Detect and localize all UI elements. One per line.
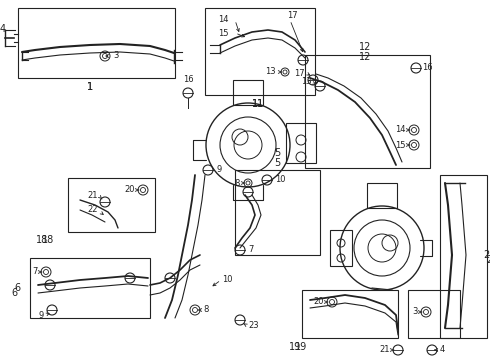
Text: 5: 5 (274, 148, 280, 158)
Text: 15: 15 (395, 140, 406, 149)
Text: 15: 15 (218, 28, 228, 37)
Bar (367, 183, 397, 208)
Text: 16: 16 (422, 63, 433, 72)
Text: 10: 10 (275, 175, 286, 184)
Bar (18, 8, 175, 78)
Text: 4: 4 (0, 24, 6, 34)
Text: 10: 10 (222, 275, 232, 284)
Text: 2: 2 (486, 255, 490, 265)
Bar (302, 290, 398, 338)
Text: 20: 20 (314, 297, 324, 306)
Text: 5: 5 (274, 158, 280, 168)
Text: 7: 7 (248, 246, 253, 255)
Text: 13: 13 (266, 68, 276, 77)
Text: 14: 14 (395, 126, 406, 135)
Bar (440, 175, 487, 338)
Bar (235, 170, 320, 255)
Text: 12: 12 (359, 52, 371, 62)
Text: 21: 21 (379, 346, 390, 355)
Text: 9: 9 (39, 311, 44, 320)
Bar (205, 8, 315, 95)
Bar (233, 80, 263, 105)
Text: 4: 4 (440, 346, 445, 355)
Text: 3: 3 (113, 51, 119, 60)
Text: 2: 2 (483, 250, 489, 260)
Text: 19: 19 (289, 342, 301, 352)
Text: 6: 6 (11, 288, 17, 298)
Text: 19: 19 (295, 342, 307, 352)
Bar (305, 55, 430, 168)
Text: 1: 1 (87, 82, 93, 92)
Text: 13: 13 (301, 77, 312, 86)
Text: 22: 22 (88, 206, 98, 215)
Text: 3: 3 (413, 307, 418, 316)
Text: 18: 18 (42, 235, 54, 245)
Text: 8: 8 (235, 179, 240, 188)
Text: 6: 6 (14, 283, 20, 293)
Bar (408, 290, 460, 338)
Text: 18: 18 (36, 235, 48, 245)
Text: 17: 17 (287, 12, 297, 21)
Text: 7: 7 (33, 267, 38, 276)
Bar (30, 258, 150, 318)
Bar (286, 123, 316, 163)
Text: 16: 16 (183, 76, 194, 85)
Bar (330, 230, 352, 266)
Text: 8: 8 (203, 306, 208, 315)
Text: 20: 20 (124, 185, 135, 194)
Text: 9: 9 (216, 166, 221, 175)
Text: 21: 21 (88, 190, 98, 199)
Text: 14: 14 (218, 15, 228, 24)
Text: 11: 11 (252, 99, 264, 109)
Text: 23: 23 (248, 321, 259, 330)
Text: 11: 11 (252, 99, 264, 109)
Text: 12: 12 (359, 42, 371, 52)
Text: 17: 17 (294, 68, 305, 77)
Text: 1: 1 (87, 82, 93, 92)
Bar (68, 178, 155, 232)
